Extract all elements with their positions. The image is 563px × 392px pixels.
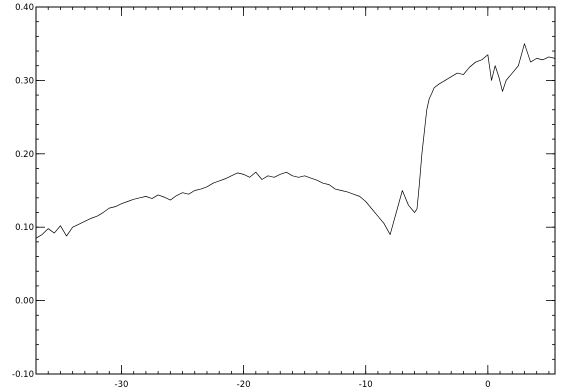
y-tick-label: 0.30 (15, 76, 34, 86)
x-tick-label: -20 (237, 380, 251, 390)
x-tick-label: -30 (115, 380, 129, 390)
x-tick-label: 0 (485, 380, 490, 390)
y-tick-label: 0.10 (15, 223, 34, 233)
y-tick-label: 0.20 (15, 150, 34, 160)
y-tick-label: -0.10 (12, 370, 34, 380)
axis-ticks (35, 6, 555, 375)
y-tick-label: 0.00 (15, 297, 34, 307)
plot-frame (35, 6, 556, 375)
x-tick-label: -10 (359, 380, 373, 390)
y-tick-label: 0.40 (15, 3, 34, 13)
series-line (35, 43, 556, 239)
axis-tick-labels: -30 -20 -10 0 -0.10 0.00 0.10 0.20 0.30 0.40 (12, 3, 491, 390)
